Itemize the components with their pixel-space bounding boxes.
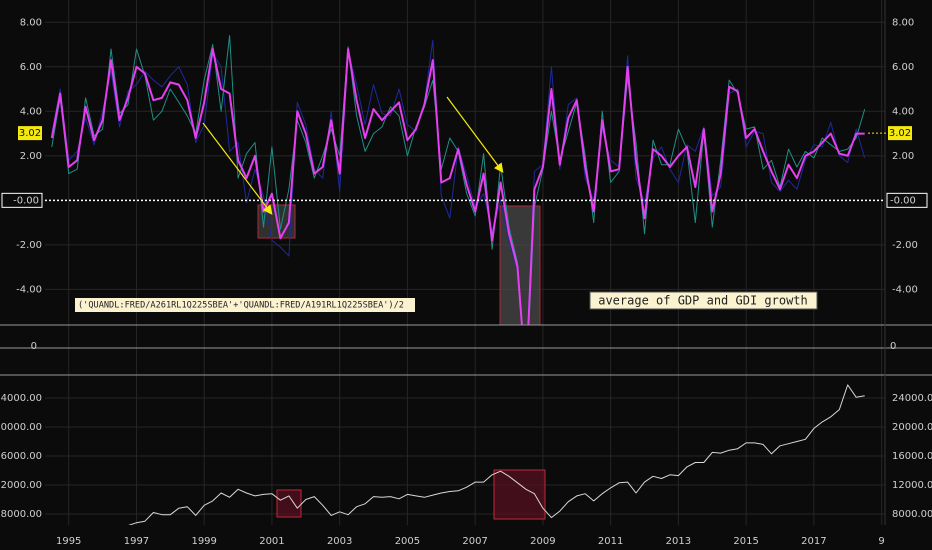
y-tick-label: 12000.00 bbox=[0, 480, 42, 491]
x-tick-label: 2013 bbox=[666, 536, 691, 547]
y-tick-label: -2.00 bbox=[16, 240, 42, 251]
zero-label: -0.00 bbox=[13, 195, 39, 206]
zero-label-box bbox=[1, 192, 43, 208]
x-tick-label: 2005 bbox=[395, 536, 420, 547]
y-tick-label: -4.00 bbox=[892, 284, 918, 295]
y-tick-label: 8.00 bbox=[892, 17, 914, 28]
zero-label: -0.00 bbox=[890, 195, 916, 206]
y-tick-label: 12000.00 bbox=[892, 480, 932, 491]
annotation: ('QUANDL:FRED/A261RL1Q225SBEA'+'QUANDL:F… bbox=[78, 301, 404, 311]
y-tick-label: 4.00 bbox=[892, 106, 914, 117]
x-tick-label: 2017 bbox=[801, 536, 826, 547]
x-tick-label: 9 bbox=[878, 536, 884, 547]
y-tick-label: -2.00 bbox=[892, 240, 918, 251]
x-tick-label: 1999 bbox=[191, 536, 216, 547]
panel-label: 0 bbox=[890, 341, 896, 352]
y-tick-label: -4.00 bbox=[16, 284, 42, 295]
x-tick-label: 2009 bbox=[530, 536, 555, 547]
current-label: 3.02 bbox=[889, 128, 911, 139]
y-tick-label: 8000.00 bbox=[892, 509, 932, 520]
current-label-box bbox=[888, 126, 912, 141]
current-label-box bbox=[18, 126, 42, 141]
panel-label: 0 bbox=[31, 341, 37, 352]
arrow bbox=[446, 96, 504, 173]
highlight-box bbox=[276, 489, 302, 518]
x-tick-label: 2015 bbox=[733, 536, 758, 547]
series-line bbox=[50, 48, 865, 325]
y-tick-label: 20000.00 bbox=[892, 422, 932, 433]
arrow bbox=[202, 122, 273, 215]
y-tick-label: 8.00 bbox=[20, 17, 42, 28]
series-group bbox=[128, 384, 865, 525]
series-line bbox=[128, 384, 865, 525]
current-label: 3.02 bbox=[19, 128, 41, 139]
y-tick-label: 24000.00 bbox=[892, 393, 932, 404]
grid bbox=[45, 0, 885, 525]
zero-label-box bbox=[886, 192, 928, 208]
y-tick-label: 8000.00 bbox=[1, 509, 42, 520]
y-tick-label: 4.00 bbox=[20, 106, 42, 117]
annotation: average of GDP and GDI growth bbox=[598, 294, 808, 308]
plot bbox=[45, 35, 885, 525]
annotation-box bbox=[75, 298, 415, 312]
x-tick-label: 2007 bbox=[462, 536, 487, 547]
x-tick-label: 2011 bbox=[598, 536, 623, 547]
y-tick-label: 2.00 bbox=[892, 151, 914, 162]
y-tick-label: 16000.00 bbox=[892, 451, 932, 462]
y-tick-label: 24000.00 bbox=[0, 393, 42, 404]
y-tick-label: 16000.00 bbox=[0, 451, 42, 462]
series-group bbox=[50, 35, 866, 325]
y-tick-label: 20000.00 bbox=[0, 422, 42, 433]
x-tick-label: 1995 bbox=[56, 536, 81, 547]
x-tick-label: 2003 bbox=[327, 536, 352, 547]
y-tick-label: 2.00 bbox=[20, 151, 42, 162]
arrows bbox=[202, 96, 504, 215]
y-tick-label: 6.00 bbox=[20, 62, 42, 73]
annotation-box bbox=[589, 291, 818, 310]
highlight-box bbox=[493, 469, 546, 520]
x-tick-label: 2001 bbox=[259, 536, 284, 547]
y-tick-label: 6.00 bbox=[892, 62, 914, 73]
x-tick-label: 1997 bbox=[124, 536, 149, 547]
